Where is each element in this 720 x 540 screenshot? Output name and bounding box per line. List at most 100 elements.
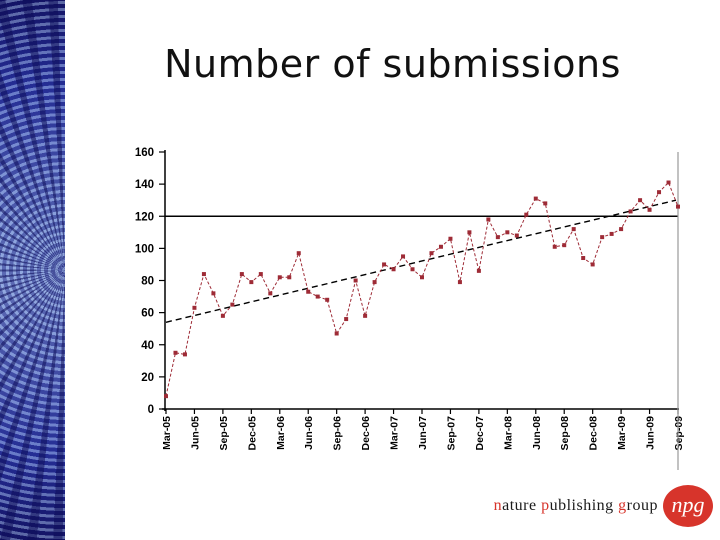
x-tick-label: Dec-06 — [360, 416, 372, 451]
data-point-marker — [220, 313, 225, 318]
logo-word-segment: n — [493, 497, 503, 514]
data-point-marker — [571, 227, 576, 232]
data-point-marker — [647, 207, 652, 212]
x-axis: Mar-05 Jun-05 Sep-05 Dec-05 Mar-06 Jun-06 Sep-… — [161, 408, 685, 451]
y-tick-label: 120 — [135, 211, 154, 223]
data-point-marker — [619, 227, 624, 232]
data-point-marker — [239, 272, 244, 277]
npg-badge-icon: npg — [663, 485, 713, 527]
decorative-blue-sidebar — [0, 0, 65, 540]
page-title: Number of submissions — [164, 42, 621, 86]
x-tick-label: Sep-09 — [673, 416, 685, 451]
data-point-marker — [628, 209, 633, 214]
x-tick-label: Jun-06 — [303, 416, 315, 450]
data-point-marker — [363, 313, 368, 318]
data-point-marker — [505, 230, 510, 235]
x-tick-label: Mar-06 — [275, 416, 287, 450]
data-point-marker — [467, 230, 472, 235]
x-tick-label: Jun-08 — [531, 416, 543, 450]
x-tick-label: Sep-08 — [559, 416, 571, 451]
logo-word-segment: g — [618, 497, 627, 514]
data-point-marker — [590, 262, 595, 267]
data-point-marker — [315, 294, 320, 299]
data-point-marker — [211, 291, 216, 296]
y-tick-label: 40 — [141, 340, 154, 352]
data-point-marker — [533, 196, 538, 201]
data-point-marker — [401, 254, 406, 259]
y-tick-label: 60 — [141, 308, 154, 320]
npg-badge-text: npg — [671, 491, 705, 517]
y-tick-label: 0 — [148, 404, 154, 416]
data-point-marker — [182, 352, 187, 357]
data-point-marker — [429, 251, 434, 256]
data-point-marker — [249, 280, 254, 285]
x-tick-label: Jun-05 — [189, 416, 201, 450]
data-point-marker — [296, 251, 301, 256]
x-tick-label: Mar-08 — [502, 416, 514, 450]
data-point-marker — [192, 305, 197, 310]
nature-publishing-group-wordmark: nature publishing group — [494, 497, 658, 515]
data-point-marker — [268, 291, 273, 296]
logo-word-segment: p — [541, 497, 550, 514]
data-point-marker — [325, 297, 330, 302]
data-point-marker — [514, 233, 519, 238]
data-point-marker — [657, 190, 662, 195]
data-point-marker — [581, 256, 586, 261]
data-point-marker — [600, 235, 605, 240]
x-tick-label: Sep-05 — [218, 416, 230, 451]
data-point-marker — [676, 204, 680, 209]
x-tick-label: Dec-05 — [246, 416, 258, 451]
data-point-marker — [486, 217, 491, 222]
data-point-marker — [609, 231, 614, 236]
x-tick-label: Jun-07 — [417, 416, 429, 450]
x-tick-label: Mar-05 — [161, 416, 173, 450]
data-point-marker — [410, 267, 415, 272]
x-tick-label: Dec-08 — [588, 416, 600, 451]
data-point-marker — [562, 243, 567, 248]
data-point-marker — [438, 244, 443, 249]
y-tick-label: 20 — [141, 372, 154, 384]
trend-line — [165, 199, 677, 323]
data-point-marker — [543, 201, 548, 206]
data-point-marker — [258, 272, 263, 277]
x-tick-label: Jun-09 — [645, 416, 657, 450]
x-tick-label: Mar-09 — [616, 416, 628, 450]
y-tick-label: 140 — [135, 179, 154, 191]
y-tick-label: 160 — [135, 147, 154, 159]
data-point-marker — [372, 280, 377, 285]
data-point-marker — [277, 275, 282, 280]
y-tick-label: 100 — [135, 243, 154, 255]
x-tick-label: Mar-07 — [389, 416, 401, 450]
logo-word-segment: roup — [626, 497, 658, 514]
data-point-marker — [552, 244, 557, 249]
data-series-submissions — [164, 180, 680, 399]
data-point-marker — [173, 350, 178, 355]
y-tick-label: 80 — [141, 276, 154, 288]
data-point-marker — [448, 236, 453, 241]
trend-line-segment — [165, 199, 677, 323]
x-tick-label: Dec-07 — [474, 416, 486, 451]
data-point-marker — [353, 278, 358, 283]
logo-word-segment: ublishing — [549, 497, 619, 514]
data-point-marker — [344, 317, 349, 322]
y-axis: 0 20 40 60 80 100 120 140 160 — [135, 147, 166, 416]
data-point-marker — [334, 331, 339, 336]
data-point-marker — [164, 394, 168, 399]
data-point-marker — [230, 302, 235, 307]
data-point-marker — [495, 235, 500, 240]
data-point-marker — [638, 198, 643, 203]
x-tick-label: Sep-07 — [445, 416, 457, 451]
data-point-marker — [524, 212, 529, 217]
data-point-marker — [382, 262, 387, 267]
data-point-marker — [457, 280, 462, 285]
data-point-marker — [476, 268, 481, 273]
data-point-marker — [201, 272, 206, 277]
logo-word-segment: ature — [502, 497, 542, 514]
data-point-marker — [666, 180, 671, 185]
data-point-marker — [391, 267, 396, 272]
data-point-marker — [420, 275, 424, 280]
nature-publishing-group-logo: nature publishing group npg — [494, 485, 713, 527]
data-point-marker — [287, 275, 292, 280]
x-tick-label: Sep-06 — [332, 416, 344, 451]
